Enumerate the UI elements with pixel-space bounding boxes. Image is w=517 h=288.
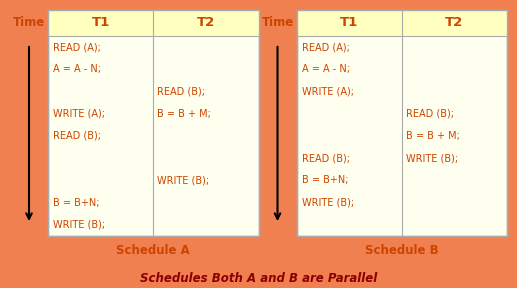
Text: Time: Time — [262, 16, 294, 29]
Text: Schedule B: Schedule B — [365, 243, 438, 257]
Text: T1: T1 — [340, 16, 358, 29]
Text: B = B + M;: B = B + M; — [406, 131, 460, 141]
Text: T2: T2 — [445, 16, 464, 29]
Text: A = A - N;: A = A - N; — [301, 64, 349, 74]
Text: Schedule A: Schedule A — [116, 243, 190, 257]
Bar — [297, 10, 507, 36]
Text: READ (B);: READ (B); — [157, 87, 205, 96]
Text: WRITE (B);: WRITE (B); — [301, 198, 354, 208]
Text: A = A - N;: A = A - N; — [53, 64, 101, 74]
Text: READ (A);: READ (A); — [301, 42, 349, 52]
Text: B = B+N;: B = B+N; — [301, 175, 348, 185]
Text: T2: T2 — [197, 16, 215, 29]
Text: READ (B);: READ (B); — [53, 131, 101, 141]
Bar — [48, 10, 258, 236]
Text: Time: Time — [13, 16, 45, 29]
Text: READ (B);: READ (B); — [406, 109, 454, 119]
Text: WRITE (B);: WRITE (B); — [157, 175, 209, 185]
Text: B = B + M;: B = B + M; — [157, 109, 211, 119]
Bar — [297, 10, 507, 236]
Text: T1: T1 — [92, 16, 110, 29]
Text: Schedules Both A and B are Parallel: Schedules Both A and B are Parallel — [140, 272, 377, 285]
Text: WRITE (A);: WRITE (A); — [301, 87, 354, 96]
Bar — [48, 10, 258, 36]
Text: READ (A);: READ (A); — [53, 42, 101, 52]
Text: WRITE (B);: WRITE (B); — [53, 220, 105, 230]
Text: READ (B);: READ (B); — [301, 153, 349, 163]
Text: B = B+N;: B = B+N; — [53, 198, 99, 208]
Text: WRITE (B);: WRITE (B); — [406, 153, 458, 163]
Text: WRITE (A);: WRITE (A); — [53, 109, 105, 119]
